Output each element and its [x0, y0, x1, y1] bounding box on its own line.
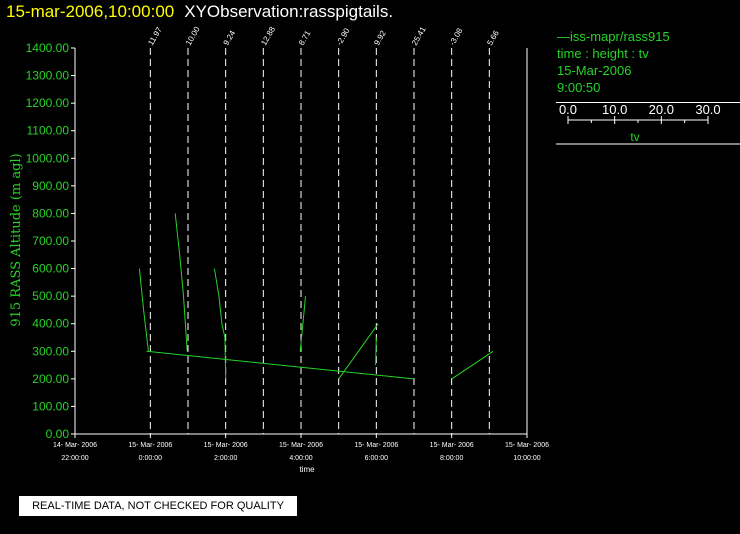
scale-tick-label: 30.0	[695, 102, 720, 117]
legend-series: —iss-mapr/rass915	[557, 29, 670, 44]
y-tick-label: 700.00	[32, 234, 69, 248]
x-tick-label-time: 4:00:00	[289, 455, 312, 462]
y-tick-label: 100.00	[32, 399, 69, 413]
y-tick-label: 1300.00	[26, 69, 70, 83]
x-tick-label-time: 2:00:00	[214, 455, 237, 462]
x-tick-label-time: 8:00:00	[440, 455, 463, 462]
y-tick-label: 1100.00	[27, 124, 70, 138]
x-tick-label-date: 15- Mar- 2006	[354, 442, 398, 449]
reference-line-label: -3.08	[448, 26, 465, 47]
legend-divider	[556, 102, 740, 103]
rass-trace	[375, 337, 377, 366]
y-tick-label: 1000.00	[26, 151, 70, 165]
reference-line-label: 11.97	[146, 25, 164, 47]
y-tick-label: 800.00	[32, 206, 69, 220]
data-traces	[138, 213, 494, 380]
x-tick-label-date: 15- Mar- 2006	[279, 442, 323, 449]
x-tick-label-date: 14- Mar- 2006	[53, 442, 97, 449]
rass-trace	[299, 296, 306, 352]
plot-axes: 0.00 100.00 200.00 300.00 400.00 500.00 600.00…	[26, 41, 549, 462]
reference-line-label: 8.71	[297, 29, 313, 47]
rass-trace	[138, 268, 149, 352]
legend-description: time : height : tv	[557, 46, 649, 61]
reference-line-label: 9.92	[372, 29, 388, 47]
rass-trace	[213, 268, 227, 379]
quality-notice: REAL-TIME DATA, NOT CHECKED FOR QUALITY	[19, 496, 297, 516]
rass-trace	[146, 350, 415, 380]
x-tick-label-date: 15- Mar- 2006	[204, 442, 248, 449]
observation-title: XYObservation:rasspigtails.	[184, 2, 394, 21]
header-bar: 15-mar-2006,10:00:00 XYObservation:rasspi…	[6, 2, 393, 24]
scale-tick-label: 20.0	[649, 102, 674, 117]
observation-timestamp: 15-mar-2006,10:00:00	[6, 2, 175, 21]
y-tick-label: 1200.00	[26, 96, 70, 110]
x-tick-label-date: 15- Mar- 2006	[128, 442, 172, 449]
y-tick-label: 1400.00	[26, 41, 70, 55]
reference-line-label: 9.24	[222, 29, 238, 47]
rass-trace	[174, 213, 188, 352]
reference-line-label: 5.66	[485, 29, 501, 47]
y-tick-label: 400.00	[32, 317, 69, 331]
reference-line-label: 10.00	[184, 25, 202, 47]
legend-panel: —iss-mapr/rass915 time : height : tv 15-…	[556, 28, 740, 103]
x-tick-label-time: 6:00:00	[365, 455, 388, 462]
y-tick-label: 300.00	[32, 344, 69, 358]
reference-lines: 11.97 10.00 9.24 12.88 8.71 -2.90 9.92 25.41 -3.…	[146, 25, 528, 434]
rass-trace	[338, 323, 379, 380]
y-tick-label: 600.00	[32, 262, 69, 276]
reference-line-label: 25.41	[410, 25, 428, 47]
color-scale: 0.0 10.0 20.0 30.0 tv	[556, 102, 740, 145]
x-tick-label-time: 0:00:00	[139, 455, 162, 462]
legend-date: 15-Mar-2006	[557, 63, 632, 78]
rass-trace	[451, 350, 494, 380]
x-axis-label: time	[299, 465, 315, 474]
x-tick-label-date: 15- Mar- 2006	[430, 442, 474, 449]
reference-line-label: 12.88	[259, 25, 277, 47]
x-tick-label-time: 10:00:00	[513, 455, 540, 462]
x-tick-label-date: 15- Mar- 2006	[505, 442, 549, 449]
y-tick-label: 0.00	[46, 427, 70, 441]
color-scale-label: tv	[630, 130, 639, 144]
x-tick-label-time: 22:00:00	[61, 455, 88, 462]
reference-line-label: -2.90	[335, 26, 352, 47]
y-tick-label: 900.00	[32, 179, 69, 193]
y-axis-label: 915 RASS Altitude (m agl)	[9, 153, 24, 326]
y-tick-label: 200.00	[32, 372, 69, 386]
scale-tick-label: 10.0	[602, 102, 627, 117]
y-tick-label: 500.00	[32, 289, 69, 303]
scale-tick-label: 0.0	[559, 102, 577, 117]
legend-time: 9:00:50	[557, 80, 601, 95]
